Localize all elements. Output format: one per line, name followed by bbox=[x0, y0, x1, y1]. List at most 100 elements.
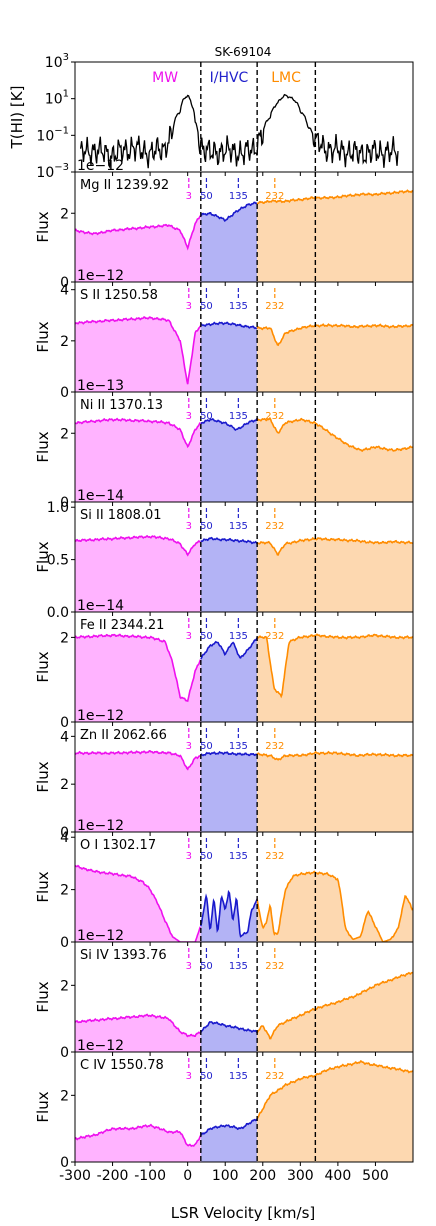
component-marker-label: 135 bbox=[229, 191, 248, 202]
lmc-flux-line bbox=[256, 189, 413, 205]
x-tick-label: -300 bbox=[59, 1168, 91, 1184]
tick-base: 10 bbox=[45, 92, 63, 108]
ivc-flux-line bbox=[200, 889, 258, 938]
component-marker-label: 135 bbox=[229, 521, 248, 532]
component-marker-label: 232 bbox=[265, 191, 284, 202]
flux-scale-label: 1e−13 bbox=[77, 378, 124, 394]
mw-flux-fill bbox=[75, 865, 201, 942]
component-marker-label: 50 bbox=[200, 301, 213, 312]
mw-flux-line bbox=[75, 1013, 201, 1038]
panel-6: 0 2 4 Flux Zn II 2062.66 3 50 135 232 bbox=[34, 721, 414, 841]
plot-area bbox=[75, 749, 413, 832]
mw-flux-fill bbox=[75, 535, 201, 612]
x-tick-label: 200 bbox=[249, 1168, 276, 1184]
lmc-flux-line bbox=[256, 323, 413, 347]
region-label-0: MW bbox=[152, 70, 178, 86]
x-tick-label: 0 bbox=[183, 1168, 192, 1184]
axes-frame bbox=[74, 1051, 414, 1163]
y-tick-label: 0.0 bbox=[47, 605, 69, 621]
panel-9: 0 2 -300 -200 -100 0 100 200 300 400 500 Flux C IV 1… bbox=[34, 1051, 414, 1184]
panel-8: 0 2 Flux Si IV 1393.76 3 50 135 232 bbox=[34, 941, 414, 1061]
lmc-flux-line bbox=[256, 1059, 413, 1120]
component-marker-label: 135 bbox=[229, 411, 248, 422]
component-marker-label: 50 bbox=[200, 741, 213, 752]
component-marker-label: 50 bbox=[200, 521, 213, 532]
plot-area bbox=[75, 315, 413, 392]
y-tick-label: 0 bbox=[60, 275, 69, 291]
component-marker-label: 232 bbox=[265, 521, 284, 532]
y-axis-label: Flux bbox=[34, 1091, 52, 1122]
lmc-flux-line bbox=[256, 416, 413, 453]
ivc-flux-line bbox=[200, 321, 258, 330]
ion-label: Si II 1808.01 bbox=[80, 508, 162, 523]
tick-base: 10 bbox=[36, 128, 54, 144]
mw-flux-fill bbox=[75, 1014, 201, 1052]
lmc-flux-line bbox=[256, 537, 413, 556]
y-tick-label: 2 bbox=[60, 1088, 69, 1104]
lmc-flux-fill bbox=[257, 972, 413, 1052]
plot-area bbox=[75, 189, 413, 282]
y-tick-label: 10−3 bbox=[36, 162, 69, 181]
ion-label: O I 1302.17 bbox=[80, 838, 156, 853]
flux-scale-label: 1e−12 bbox=[77, 268, 124, 284]
component-marker-label: 232 bbox=[265, 961, 284, 972]
y-tick-label: 10−1 bbox=[36, 125, 69, 144]
x-axis-label: LSR Velocity [km/s] bbox=[171, 1204, 316, 1222]
y-axis-label: Flux bbox=[34, 761, 52, 792]
component-marker-label: 3 bbox=[186, 851, 192, 862]
y-axis-label: Flux bbox=[34, 651, 52, 682]
panel-1: 0 2 Flux Mg II 1239.92 3 50 135 232 bbox=[34, 171, 414, 291]
lmc-flux-line bbox=[256, 870, 413, 942]
ion-label: S II 1250.58 bbox=[80, 288, 158, 303]
mw-flux-line bbox=[75, 417, 201, 449]
region-label-2: LMC bbox=[271, 70, 301, 86]
component-marker-label: 50 bbox=[200, 411, 213, 422]
component-marker-label: 3 bbox=[186, 411, 192, 422]
plot-area bbox=[75, 971, 413, 1052]
plot-area bbox=[75, 633, 413, 722]
ivc-flux-fill bbox=[200, 1118, 258, 1162]
x-tick-label: 300 bbox=[287, 1168, 314, 1184]
y-tick-label: 0 bbox=[60, 715, 69, 731]
lmc-flux-fill bbox=[257, 324, 413, 392]
y-axis-label: Flux bbox=[34, 431, 52, 462]
ivc-flux-line bbox=[200, 1021, 258, 1034]
component-marker-label: 232 bbox=[265, 1071, 284, 1082]
tick-base: 10 bbox=[45, 55, 63, 71]
y-tick-label: 0 bbox=[60, 935, 69, 951]
figure-title: SK-69104 bbox=[215, 45, 272, 59]
plot-area bbox=[75, 864, 413, 942]
y-tick-label: 2 bbox=[60, 630, 69, 646]
y-tick-label: 2 bbox=[60, 777, 69, 793]
panel-2: 0 2 4 Flux S II 1250.58 3 50 135 232 bbox=[34, 281, 414, 401]
lmc-flux-fill bbox=[257, 751, 413, 832]
ivc-flux-line bbox=[200, 1118, 258, 1136]
component-marker-label: 232 bbox=[265, 741, 284, 752]
component-marker-label: 135 bbox=[229, 741, 248, 752]
component-marker-label: 50 bbox=[200, 1071, 213, 1082]
y-tick-label: 4 bbox=[60, 830, 69, 846]
ivc-flux-fill bbox=[200, 637, 258, 722]
y-axis-label: Flux bbox=[34, 321, 52, 352]
mw-flux-fill bbox=[75, 634, 201, 722]
y-tick-label: 0.5 bbox=[47, 553, 69, 569]
component-marker-label: 3 bbox=[186, 631, 192, 642]
y-tick-label: 101 bbox=[45, 89, 69, 108]
ivc-flux-fill bbox=[200, 537, 258, 612]
mw-flux-fill bbox=[75, 750, 201, 832]
component-marker-label: 50 bbox=[200, 631, 213, 642]
y-tick-label: 4 bbox=[60, 283, 69, 299]
ivc-flux-line bbox=[200, 201, 258, 223]
flux-scale-label: 1e−12 bbox=[77, 818, 124, 834]
y-tick-label: 0 bbox=[60, 1045, 69, 1061]
flux-scale-label: 1e−12 bbox=[77, 1038, 124, 1054]
flux-scale-label: 1e−14 bbox=[77, 598, 124, 614]
tick-exponent: 3 bbox=[63, 52, 69, 63]
component-marker-label: 3 bbox=[186, 301, 192, 312]
x-tick-label: -200 bbox=[97, 1168, 129, 1184]
lmc-flux-line bbox=[256, 971, 413, 1040]
y-tick-label: 2 bbox=[60, 978, 69, 994]
panel-3: 0 2 Flux Ni II 1370.13 3 50 135 232 bbox=[34, 391, 414, 511]
